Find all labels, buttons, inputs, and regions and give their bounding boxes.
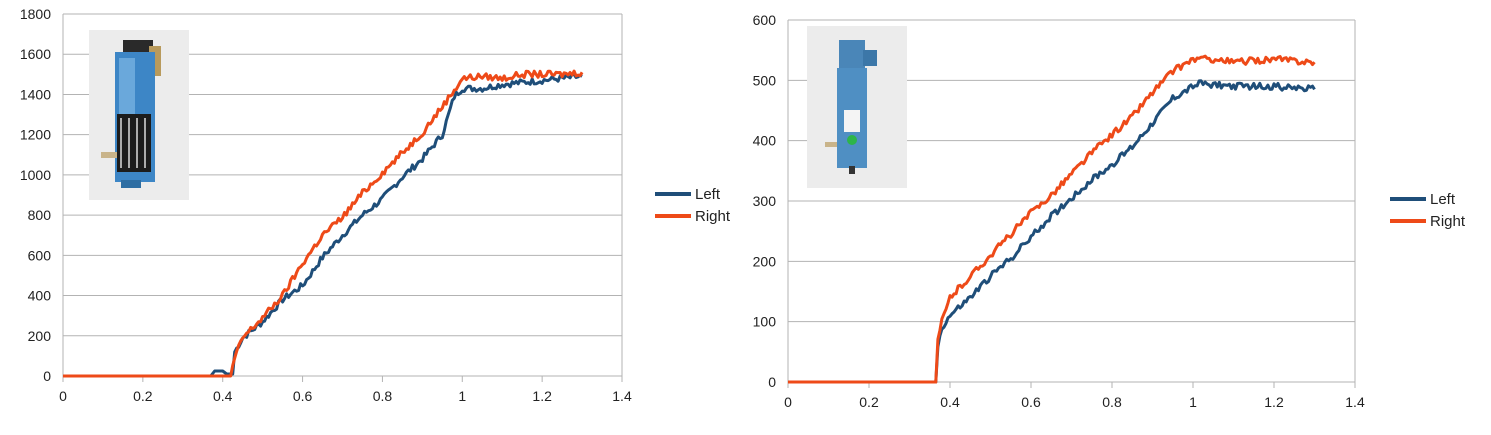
y-tick-label: 1400 <box>20 86 51 102</box>
y-tick-label: 200 <box>28 328 52 344</box>
y-tick-label: 400 <box>28 288 52 304</box>
x-tick-label: 0.4 <box>213 388 233 404</box>
motor-sticker <box>844 110 860 132</box>
y-tick-label: 600 <box>753 12 777 28</box>
motor-photo <box>807 26 907 188</box>
x-tick-label: 0.4 <box>940 394 960 410</box>
y-tick-label: 1000 <box>20 167 51 183</box>
y-tick-label: 1600 <box>20 46 51 62</box>
x-tick-label: 0.2 <box>859 394 879 410</box>
y-tick-label: 100 <box>753 314 777 330</box>
gearbox-connector <box>863 50 877 66</box>
x-tick-label: 0 <box>784 394 792 410</box>
legend-label-left: Left <box>1430 191 1456 208</box>
x-tick-label: 1.4 <box>1345 394 1365 410</box>
motor-shaft <box>825 142 837 147</box>
chart-2: 0 100 200 300 400 500 600 0 0.2 0.4 0.6 0.8 1 1.2 1.4 L… <box>753 12 1466 410</box>
motor-photo <box>89 30 189 200</box>
x-tick-label: 1.2 <box>1264 394 1284 410</box>
x-tick-label: 0.2 <box>133 388 153 404</box>
x-tick-label: 1 <box>1189 394 1197 410</box>
y-tick-label: 0 <box>768 374 776 390</box>
legend-label-right: Right <box>1430 213 1466 230</box>
x-tick-label: 0 <box>59 388 67 404</box>
motor-terminal <box>849 166 855 174</box>
y-tick-label: 1800 <box>20 6 51 22</box>
series-line-right <box>788 54 1316 384</box>
x-tick-label: 0.8 <box>373 388 393 404</box>
motor-base <box>121 180 141 188</box>
x-tick-label: 0.6 <box>1021 394 1041 410</box>
y-tick-label: 200 <box>753 253 777 269</box>
motor-label <box>117 114 151 172</box>
legend-label-left: Left <box>695 186 721 203</box>
x-tick-label: 1 <box>458 388 466 404</box>
series-line-right <box>63 69 584 378</box>
chart-1: 0 200 400 600 800 1000 1200 1400 1600 1800 0 0.2 0.4… <box>20 6 731 404</box>
motor-highlight <box>119 58 135 118</box>
motor-shaft <box>101 152 117 158</box>
y-tick-label: 800 <box>28 207 52 223</box>
x-tick-label: 0.8 <box>1102 394 1122 410</box>
gearbox-top <box>839 40 865 70</box>
y-tick-label: 0 <box>43 368 51 384</box>
y-tick-label: 500 <box>753 72 777 88</box>
y-tick-label: 1200 <box>20 127 51 143</box>
green-dot <box>847 135 857 145</box>
x-tick-label: 1.2 <box>532 388 552 404</box>
y-tick-label: 300 <box>753 193 777 209</box>
motor-cap <box>123 40 153 54</box>
legend-label-right: Right <box>695 208 731 225</box>
y-tick-label: 600 <box>28 247 52 263</box>
x-tick-label: 1.4 <box>612 388 632 404</box>
x-tick-label: 0.6 <box>293 388 313 404</box>
y-tick-label: 400 <box>753 133 777 149</box>
